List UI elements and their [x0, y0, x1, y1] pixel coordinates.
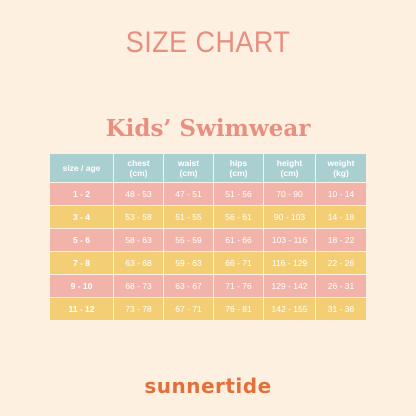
- table-header-row: size / age chest (cm) waist (cm) hips (cm) …: [50, 154, 366, 182]
- hips-cell: 61 - 66: [214, 228, 264, 251]
- page-title: SIZE CHART: [125, 26, 291, 59]
- height-cell: 116 - 129: [264, 251, 316, 274]
- height-cell: 103 - 116: [264, 228, 316, 251]
- size-cell: 7 - 8: [50, 251, 114, 274]
- height-cell: 90 - 103: [264, 205, 316, 228]
- size-cell: 11 - 12: [50, 297, 114, 320]
- waist-cell: 51 - 55: [164, 205, 214, 228]
- table-row: 11 - 12 73 - 78 67 - 71 76 - 81 142 - 15…: [50, 297, 366, 320]
- header-size-age: size / age: [50, 154, 114, 182]
- page-subtitle: Kids’ Swimwear: [105, 115, 311, 142]
- size-cell: 9 - 10: [50, 274, 114, 297]
- header-height: height (cm): [264, 154, 316, 182]
- brand-logo: sunnertide: [144, 374, 272, 398]
- weight-cell: 26 - 31: [316, 274, 366, 297]
- weight-cell: 14 - 18: [316, 205, 366, 228]
- chest-cell: 63 - 68: [114, 251, 164, 274]
- weight-cell: 22 - 26: [316, 251, 366, 274]
- chest-cell: 73 - 78: [114, 297, 164, 320]
- header-chest: chest (cm): [114, 154, 164, 182]
- hips-cell: 51 - 56: [214, 182, 264, 205]
- chest-cell: 68 - 73: [114, 274, 164, 297]
- hips-cell: 71 - 76: [214, 274, 264, 297]
- header-waist: waist (cm): [164, 154, 214, 182]
- header-hips: hips (cm): [214, 154, 264, 182]
- table-row: 7 - 8 63 - 68 59 - 63 66 - 71 116 - 129 …: [50, 251, 366, 274]
- waist-cell: 47 - 51: [164, 182, 214, 205]
- chest-cell: 48 - 53: [114, 182, 164, 205]
- height-cell: 142 - 155: [264, 297, 316, 320]
- chest-cell: 53 - 58: [114, 205, 164, 228]
- size-cell: 5 - 6: [50, 228, 114, 251]
- hips-cell: 56 - 61: [214, 205, 264, 228]
- weight-cell: 31 - 36: [316, 297, 366, 320]
- waist-cell: 55 - 59: [164, 228, 214, 251]
- table-row: 5 - 6 58 - 63 55 - 59 61 - 66 103 - 116 …: [50, 228, 366, 251]
- size-cell: 3 - 4: [50, 205, 114, 228]
- hips-cell: 76 - 81: [214, 297, 264, 320]
- waist-cell: 59 - 63: [164, 251, 214, 274]
- waist-cell: 67 - 71: [164, 297, 214, 320]
- hips-cell: 66 - 71: [214, 251, 264, 274]
- table-row: 9 - 10 68 - 73 63 - 67 71 - 76 129 - 142…: [50, 274, 366, 297]
- weight-cell: 18 - 22: [316, 228, 366, 251]
- header-weight: weight (kg): [316, 154, 366, 182]
- size-chart-table: size / age chest (cm) waist (cm) hips (cm) …: [50, 154, 366, 320]
- table-row: 1 - 2 48 - 53 47 - 51 51 - 56 70 - 90 10…: [50, 182, 366, 205]
- height-cell: 70 - 90: [264, 182, 316, 205]
- size-cell: 1 - 2: [50, 182, 114, 205]
- weight-cell: 10 - 14: [316, 182, 366, 205]
- waist-cell: 63 - 67: [164, 274, 214, 297]
- table-row: 3 - 4 53 - 58 51 - 55 56 - 61 90 - 103 1…: [50, 205, 366, 228]
- chest-cell: 58 - 63: [114, 228, 164, 251]
- height-cell: 129 - 142: [264, 274, 316, 297]
